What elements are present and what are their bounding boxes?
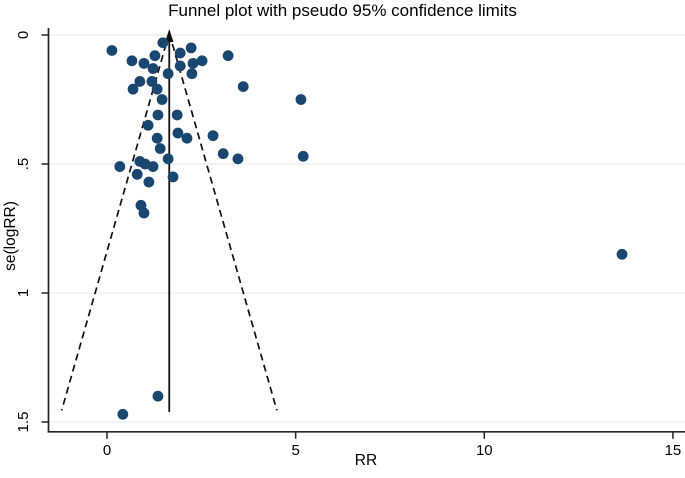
scatter-point: [154, 143, 166, 154]
x-tick-label: 0: [103, 442, 111, 459]
scatter-point: [157, 37, 169, 49]
x-axis-title: RR: [354, 452, 378, 469]
scatter-point: [126, 55, 138, 67]
pooled-line-arrowhead: [165, 29, 174, 42]
scatter-point: [297, 150, 309, 162]
x-tick-label: 5: [291, 442, 299, 459]
scatter-point: [151, 83, 163, 95]
scatter-point: [186, 68, 198, 80]
scatter-point: [185, 42, 197, 54]
scatter-point: [171, 109, 183, 121]
scatter-point: [114, 161, 126, 172]
scatter-point: [127, 83, 139, 95]
scatter-point: [156, 94, 168, 105]
scatter-point: [147, 63, 159, 74]
scatter-point: [146, 76, 158, 87]
x-tick-label: 10: [476, 442, 493, 459]
scatter-point: [143, 176, 155, 188]
scatter-point: [149, 50, 161, 62]
scatter-point: [207, 130, 219, 142]
scatter-point: [172, 127, 184, 139]
scatter-point: [147, 161, 159, 172]
scatter-point: [162, 68, 174, 80]
scatter-point: [181, 132, 193, 144]
scatter-point: [138, 207, 150, 219]
scatter-point: [134, 76, 146, 87]
scatter-point: [117, 408, 129, 420]
pseudo-ci-left-line: [60, 32, 171, 411]
scatter-point: [138, 57, 150, 69]
x-tick-label: 15: [665, 442, 682, 459]
y-tick-label: 1: [15, 289, 32, 297]
scatter-point: [131, 168, 143, 180]
scatter-point: [237, 81, 249, 92]
scatter-point: [152, 390, 164, 402]
y-tick-label: 1.5: [15, 412, 32, 433]
scatter-point: [616, 248, 628, 260]
scatter-point: [196, 55, 208, 67]
scatter-point: [174, 60, 186, 72]
scatter-point: [142, 119, 154, 131]
scatter-point: [167, 171, 179, 183]
pseudo-ci-right-line: [168, 32, 278, 411]
scatter-point: [187, 57, 199, 69]
scatter-point: [222, 50, 234, 62]
scatter-point: [162, 153, 174, 165]
scatter-point: [151, 132, 163, 144]
scatter-point: [217, 148, 229, 160]
chart-title: Funnel plot with pseudo 95% confidence l…: [168, 1, 517, 20]
scatter-point: [152, 109, 164, 121]
scatter-point: [174, 47, 186, 59]
scatter-point: [232, 153, 244, 165]
y-tick-label: 0: [15, 31, 32, 39]
y-axis-title: se(logRR): [2, 201, 19, 271]
scatter-point: [106, 45, 118, 56]
y-tick-label: .5: [15, 158, 32, 171]
scatter-point: [295, 94, 307, 105]
